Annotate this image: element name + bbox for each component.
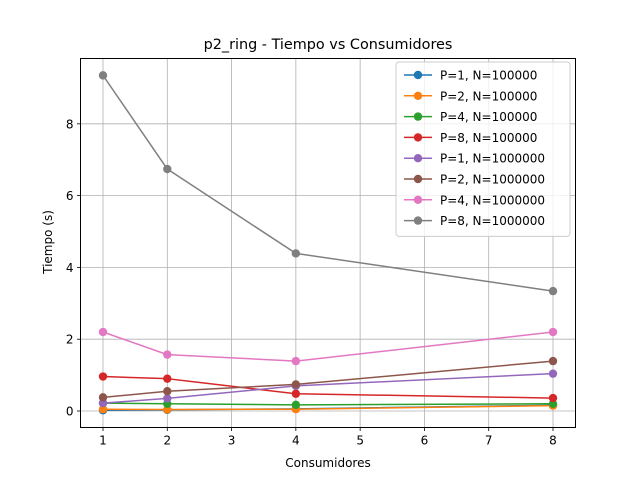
series-group [98, 356, 558, 402]
series-lines [98, 71, 558, 415]
legend-label: P=1, N=1000000 [440, 152, 545, 166]
data-point [98, 372, 108, 381]
series-group [98, 401, 558, 414]
legend-marker [413, 195, 423, 204]
series-line [102, 375, 554, 399]
x-axis-label: Consumidores [285, 456, 370, 470]
x-tick-label: 7 [485, 434, 493, 448]
data-point [291, 400, 301, 410]
series-group [98, 71, 558, 296]
data-point [548, 327, 558, 337]
legend-label: P=2, N=1000000 [440, 173, 545, 187]
data-point [98, 398, 108, 408]
data-point [291, 389, 301, 398]
legend-marker [413, 174, 423, 184]
data-point [163, 164, 172, 174]
data-point [548, 399, 558, 409]
legend-marker [413, 112, 423, 121]
y-tick-label: 0 [66, 404, 74, 418]
data-point [98, 327, 108, 337]
data-point [291, 249, 301, 258]
x-tick-label: 6 [421, 434, 429, 448]
y-tick-label: 4 [66, 261, 74, 275]
legend-label: P=1, N=100000 [440, 69, 537, 83]
legend-label: P=8, N=100000 [440, 131, 537, 145]
data-point [548, 286, 558, 296]
x-tick-label: 8 [549, 434, 557, 448]
data-point [163, 374, 172, 383]
legend-marker [413, 216, 423, 225]
legend-label: P=4, N=1000000 [440, 193, 545, 207]
x-tick-label: 3 [228, 434, 236, 448]
series-line [102, 74, 554, 292]
series-group [98, 327, 558, 366]
x-tick-label: 5 [356, 434, 364, 448]
y-tick-label: 6 [66, 189, 74, 203]
legend-marker [413, 91, 423, 101]
series-group [98, 372, 558, 403]
data-point [291, 380, 301, 389]
series-line [102, 331, 554, 362]
legend-label: P=4, N=100000 [440, 110, 537, 124]
data-point [163, 394, 172, 403]
legend-label: P=8, N=1000000 [440, 214, 545, 228]
legend-box [395, 61, 571, 237]
series-line [102, 402, 554, 406]
axis-ticks: 1 2 3 4 5 6 7 8 0 2 4 6 8 [66, 117, 557, 447]
x-tick-label: 4 [292, 434, 300, 448]
x-tick-label: 2 [163, 434, 171, 448]
data-point [291, 356, 301, 366]
legend-marker [413, 154, 423, 163]
data-point [98, 393, 108, 402]
legend-label: P=2, N=100000 [440, 89, 537, 103]
data-point [98, 404, 108, 414]
data-point [548, 393, 558, 403]
legend-marker [413, 133, 423, 142]
legend: P=1, N=100000 P=2, N=100000 P=4, N=100000 P… [395, 61, 571, 237]
data-point [163, 405, 172, 414]
series-line [102, 372, 554, 404]
data-point [548, 369, 558, 378]
plot-area-frame [80, 58, 576, 428]
y-tick-label: 2 [66, 333, 74, 347]
x-tick-label: 1 [99, 434, 107, 448]
legend-marker [413, 70, 423, 80]
y-tick-label: 8 [66, 117, 74, 131]
data-point [98, 71, 108, 80]
data-point [548, 356, 558, 366]
y-axis-label: Tiempo (s) [41, 210, 55, 275]
data-point [163, 350, 172, 359]
data-point [163, 387, 172, 396]
series-line [102, 360, 554, 399]
series-line [102, 404, 554, 411]
chart-title: p2_ring - Tiempo vs Consumidores [204, 37, 453, 53]
